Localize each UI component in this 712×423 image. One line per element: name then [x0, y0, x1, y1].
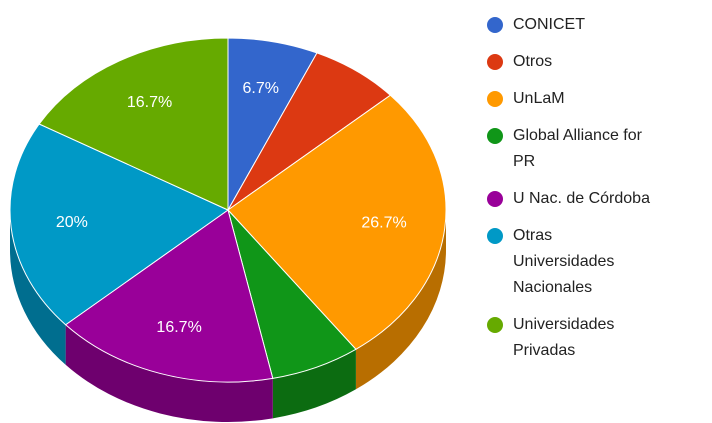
legend-item: U Nac. de Córdoba — [487, 186, 654, 212]
legend-marker — [487, 91, 503, 107]
legend-marker — [487, 317, 503, 333]
data-label: 16.7% — [156, 319, 201, 336]
pie: 6.7% 26.7% 16.7% 20% 16.7% — [9, 37, 447, 423]
slice — [64, 209, 274, 383]
pie-tops — [9, 37, 447, 383]
legend-marker — [487, 191, 503, 207]
legend-label: CONICET — [513, 16, 585, 33]
slice-side — [272, 349, 356, 419]
legend-marker — [487, 17, 503, 33]
legend-item: UnLaM — [487, 86, 654, 112]
legend-label: Universidades Privadas — [513, 316, 615, 359]
slice-side — [355, 210, 446, 390]
slice — [38, 37, 229, 211]
slice — [9, 123, 229, 326]
data-label: 16.7% — [127, 94, 172, 111]
legend-item: Global Alliance for PR — [487, 123, 654, 175]
legend-label: UnLaM — [513, 90, 565, 107]
legend-marker — [487, 228, 503, 244]
legend-item: Universidades Privadas — [487, 312, 654, 364]
legend-item: Otros — [487, 49, 654, 75]
legend-item: CONICET — [487, 12, 654, 38]
data-label: 20% — [56, 214, 88, 231]
legend-label: Otras Universidades Nacionales — [513, 227, 615, 296]
pie-sides — [9, 210, 446, 423]
legend-marker — [487, 54, 503, 70]
legend-item: Otras Universidades Nacionales — [487, 223, 654, 301]
legend-marker — [487, 128, 503, 144]
legend: CONICET Otros UnLaM Global Alliance for PR U… — [487, 12, 654, 364]
legend-label: Global Alliance for PR — [513, 127, 642, 170]
slice-side — [9, 210, 66, 365]
data-label: 26.7% — [361, 214, 406, 231]
slice — [227, 94, 447, 350]
legend-label: U Nac. de Córdoba — [513, 190, 650, 207]
slice-side — [65, 324, 273, 423]
legend-label: Otros — [513, 53, 553, 70]
data-label: 6.7% — [242, 80, 278, 97]
